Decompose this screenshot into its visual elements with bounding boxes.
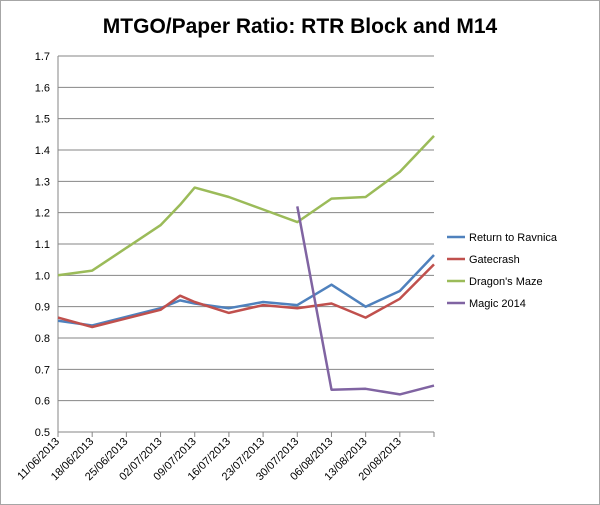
y-tick-label: 0.7 <box>35 364 50 376</box>
x-tick-labels: 11/06/201318/06/201325/06/201302/07/2013… <box>15 436 404 483</box>
y-tick-label: 1.2 <box>35 208 50 220</box>
series-line <box>296 206 435 396</box>
legend: Return to Ravnica Gatecrash Dragon's Maze M… <box>447 232 558 310</box>
y-tick-label: 0.9 <box>35 302 50 314</box>
y-tick-label: 1.1 <box>35 239 50 251</box>
legend-label: Magic 2014 <box>469 298 526 310</box>
y-tick-label: 1.4 <box>35 145 50 157</box>
y-tick-label: 1.0 <box>35 270 50 282</box>
y-tick-labels: 0.5 0.6 0.7 0.8 0.9 1.0 1.1 1.2 1.3 1.4 1.5 1.6 1.7 <box>35 51 50 439</box>
y-tick-label: 1.3 <box>35 176 50 188</box>
series-line <box>57 135 435 277</box>
y-tick-label: 0.5 <box>35 427 50 439</box>
y-tick-label: 1.5 <box>35 114 50 126</box>
legend-label: Dragon's Maze <box>469 276 543 288</box>
chart-title: MTGO/Paper Ratio: RTR Block and M14 <box>103 15 498 38</box>
y-tick-label: 1.7 <box>35 51 50 63</box>
series-lines <box>57 135 435 396</box>
series-line <box>57 254 435 327</box>
legend-label: Return to Ravnica <box>469 232 558 244</box>
axes <box>57 56 435 437</box>
series-line <box>57 263 435 329</box>
y-tick-label: 0.8 <box>35 333 50 345</box>
grid-lines <box>58 55 434 402</box>
y-tick-label: 0.6 <box>35 396 50 408</box>
legend-label: Gatecrash <box>469 254 520 266</box>
y-tick-label: 1.6 <box>35 82 50 94</box>
